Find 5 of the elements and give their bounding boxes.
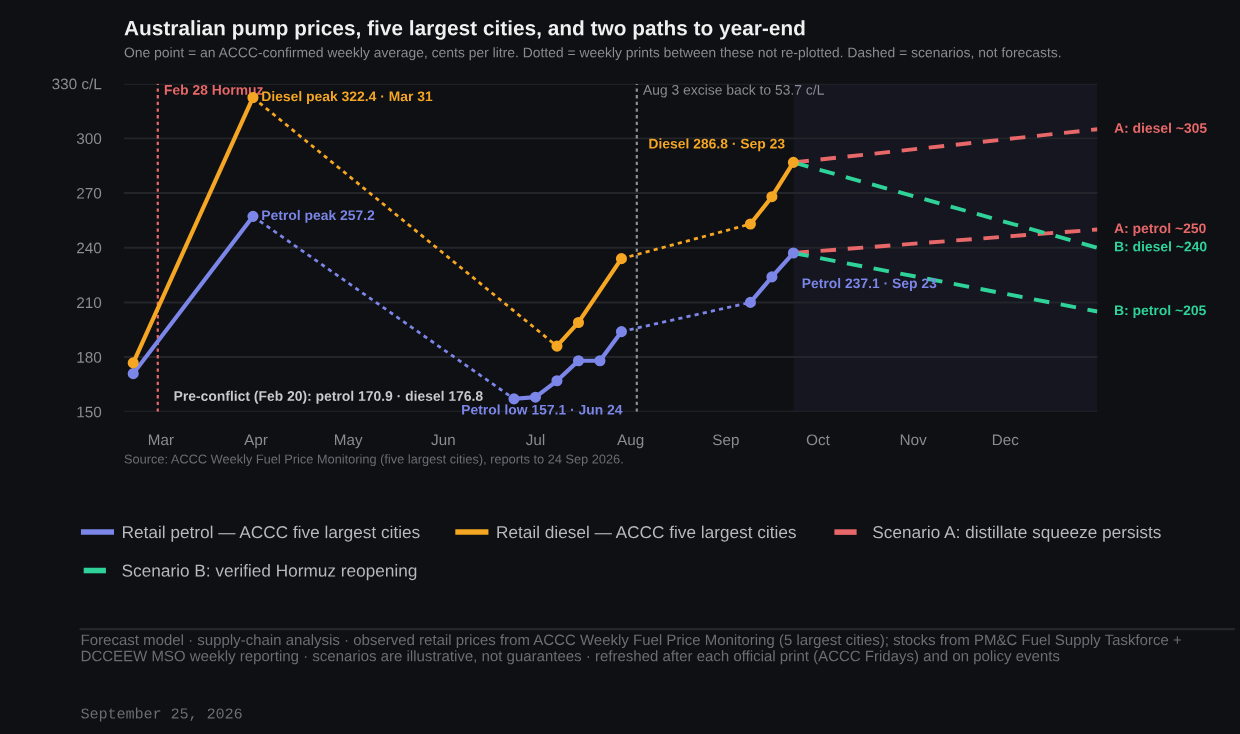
legend-label: Retail petrol — ACCC five largest cities (123, 525, 420, 542)
chart-title: Australian pump prices, five largest cities, and two paths to year-end (124, 20, 805, 40)
legend-label: Retail diesel — ACCC five largest cities (497, 525, 796, 542)
legend-label: Scenario B: verified Hormuz reopening (122, 564, 417, 581)
legend-label: Scenario A: distillate squeeze persists (873, 525, 1161, 542)
